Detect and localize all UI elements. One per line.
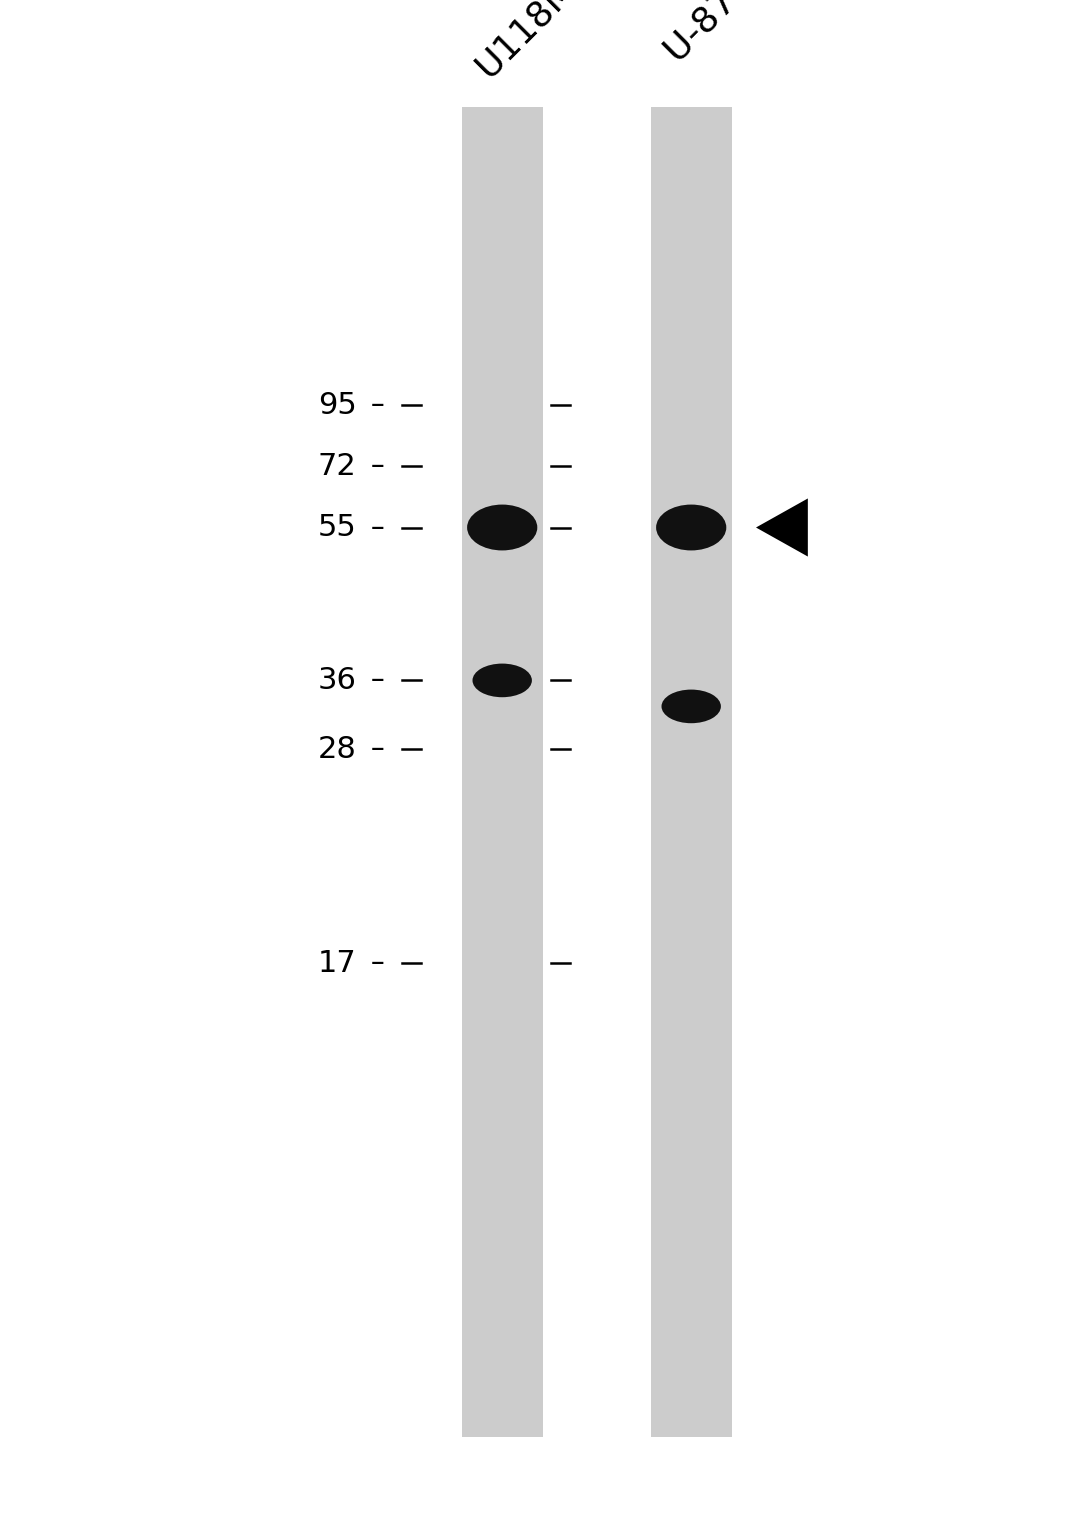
Ellipse shape [657, 505, 727, 550]
Ellipse shape [468, 505, 538, 550]
Text: 95: 95 [318, 391, 356, 419]
Text: 28: 28 [318, 735, 356, 763]
Ellipse shape [661, 690, 721, 723]
Text: 55: 55 [318, 514, 356, 541]
Text: –: – [362, 735, 384, 763]
Text: U-87 MG: U-87 MG [659, 0, 793, 69]
Text: 72: 72 [318, 453, 356, 480]
Polygon shape [756, 498, 808, 557]
Text: U118MG: U118MG [470, 0, 603, 84]
Text: 36: 36 [318, 667, 356, 694]
Bar [462, 107, 543, 1437]
Text: –: – [362, 391, 384, 419]
Text: –: – [362, 950, 384, 977]
Text: –: – [362, 514, 384, 541]
Ellipse shape [473, 664, 532, 697]
Text: 17: 17 [318, 950, 356, 977]
Text: –: – [362, 453, 384, 480]
Bar [650, 107, 732, 1437]
Text: –: – [362, 667, 384, 694]
